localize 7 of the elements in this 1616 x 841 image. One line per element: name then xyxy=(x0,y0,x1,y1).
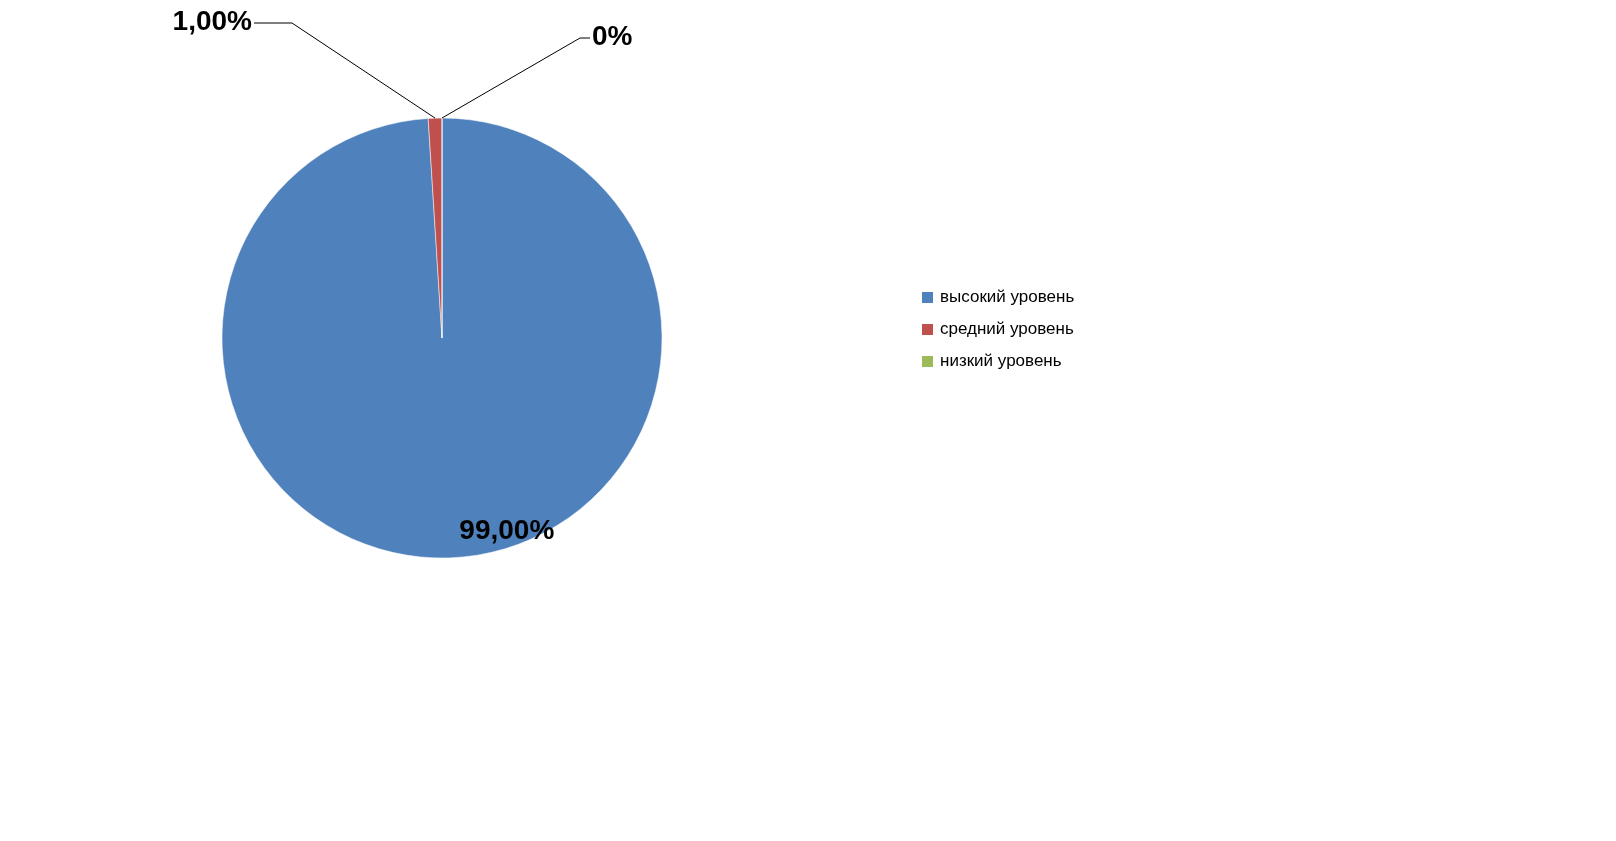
legend-label: низкий уровень xyxy=(940,351,1062,371)
pie-slice xyxy=(221,117,663,559)
data-label: 99,00% xyxy=(459,514,555,546)
legend-label: средний уровень xyxy=(940,319,1074,339)
data-label: 1,00% xyxy=(172,5,253,37)
text: 0% xyxy=(592,20,633,52)
legend-label: высокий уровень xyxy=(940,287,1075,307)
